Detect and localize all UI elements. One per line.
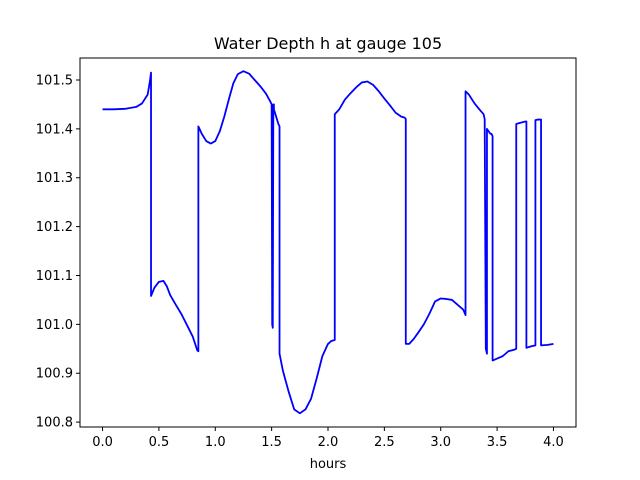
chart-title: Water Depth h at gauge 105: [214, 34, 442, 53]
x-tick-label: 0.5: [149, 435, 170, 450]
x-tick-label: 0.0: [92, 435, 113, 450]
x-tick-label: 1.5: [261, 435, 282, 450]
series-line-water-depth: [102, 70, 554, 415]
y-tick-label: 101.4: [36, 122, 73, 137]
y-tick-label: 100.9: [36, 367, 73, 382]
x-tick-label: 3.5: [487, 435, 508, 450]
y-tick-label: 100.8: [36, 416, 73, 431]
y-axis: 100.8 100.9 101.0 101.1 101.2 101.3 101.4 101.5: [36, 73, 80, 431]
x-tick-label: 3.0: [430, 435, 451, 450]
x-tick-label: 2.5: [374, 435, 395, 450]
x-axis-label: hours: [310, 457, 347, 472]
y-tick-label: 101.2: [36, 220, 73, 235]
y-tick-label: 101.3: [36, 171, 73, 186]
y-tick-label: 101.0: [36, 318, 73, 333]
y-tick-label: 101.1: [36, 269, 73, 284]
x-tick-label: 1.0: [205, 435, 226, 450]
x-axis: 0.0 0.5 1.0 1.5 2.0 2.5 3.0 3.5 4.0: [92, 427, 564, 450]
x-tick-label: 4.0: [543, 435, 564, 450]
x-tick-label: 2.0: [318, 435, 339, 450]
y-tick-label: 101.5: [36, 73, 73, 88]
